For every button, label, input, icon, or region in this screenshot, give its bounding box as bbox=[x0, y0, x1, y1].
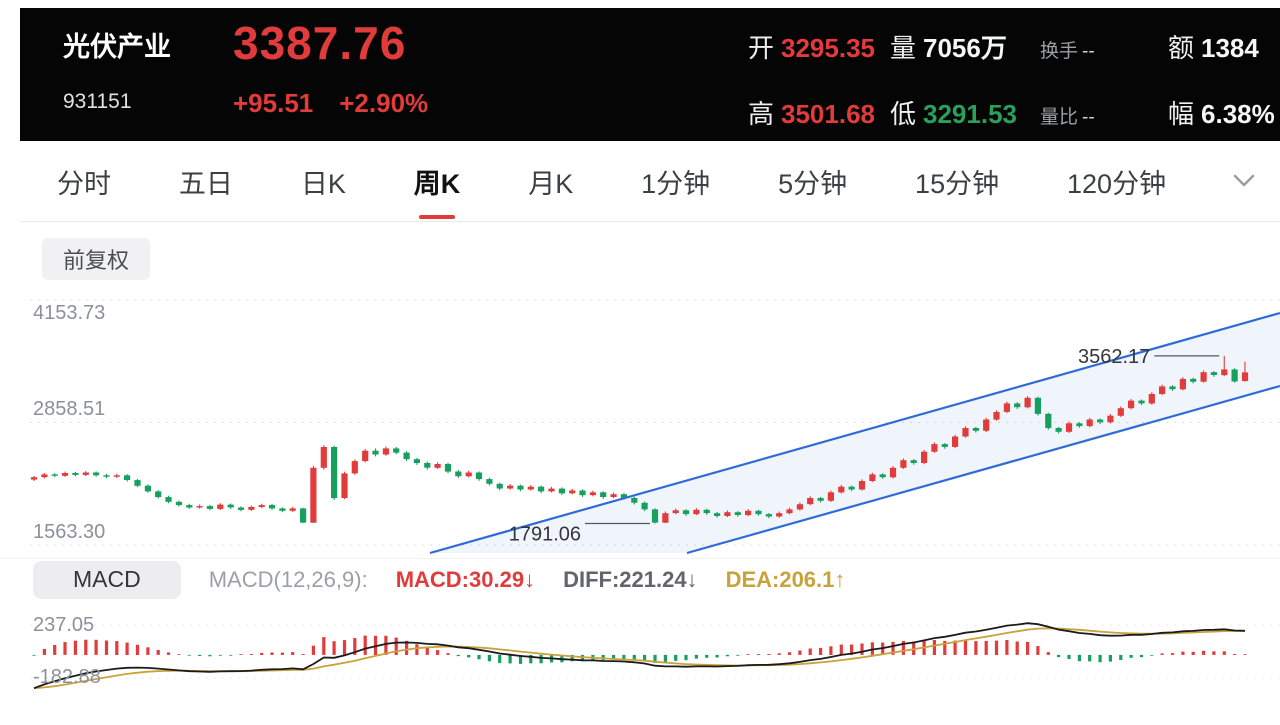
chevron-down-icon[interactable] bbox=[1232, 171, 1258, 191]
stock-code: 931151 bbox=[63, 90, 132, 113]
tab-weekly-k[interactable]: 周K bbox=[412, 156, 463, 219]
stock-name: 光伏产业 bbox=[63, 32, 171, 62]
y-axis-label: 1563.30 bbox=[33, 521, 106, 543]
volume-label: 量 bbox=[890, 33, 917, 63]
volume-value: 7056万 bbox=[923, 33, 1007, 63]
amount-label: 额 bbox=[1168, 33, 1195, 63]
stock-identity: 光伏产业 931151 bbox=[63, 25, 171, 114]
amount-value: 1384 bbox=[1201, 33, 1259, 63]
volume-ratio-label: 量比 bbox=[1040, 107, 1079, 128]
tab-five-day[interactable]: 五日 bbox=[177, 156, 235, 207]
svg-text:1791.06: 1791.06 bbox=[509, 524, 581, 546]
open-label: 开 bbox=[748, 33, 775, 63]
turnover-label: 换手 bbox=[1040, 41, 1079, 62]
tab-monthly-k[interactable]: 月K bbox=[526, 156, 575, 207]
y-axis-label: 4153.73 bbox=[33, 302, 106, 324]
kline-canvas[interactable]: 1791.06 3562.17 bbox=[0, 288, 1280, 558]
active-tab-underline bbox=[419, 214, 456, 219]
price-block: 3387.76 +95.51 +2.90% bbox=[233, 16, 454, 119]
macd-chart[interactable]: 237.05 -182.88 bbox=[0, 600, 1280, 725]
amplitude-value: 6.38% bbox=[1201, 99, 1275, 129]
tab-label: 5分钟 bbox=[778, 168, 848, 199]
volume-ratio-value: -- bbox=[1082, 107, 1095, 128]
macd-indicator-button[interactable]: MACD bbox=[33, 560, 181, 599]
tab-15min[interactable]: 15分钟 bbox=[913, 156, 1001, 207]
tab-daily-k[interactable]: 日K bbox=[299, 156, 348, 207]
tab-label: 15分钟 bbox=[915, 168, 1000, 199]
price-change: +95.51 bbox=[233, 88, 314, 118]
tab-label: 五日 bbox=[178, 168, 233, 199]
kline-chart[interactable]: 1791.06 3562.17 4153.73 2858.51 1563.30 bbox=[0, 288, 1280, 558]
low-label: 低 bbox=[890, 99, 917, 129]
tab-1min[interactable]: 1分钟 bbox=[639, 156, 712, 207]
adjust-mode-button[interactable]: 前复权 bbox=[42, 238, 151, 280]
open-value: 3295.35 bbox=[781, 33, 875, 63]
macd-legend-bar: MACD MACD(12,26,9): MACD:30.29↓ DIFF:221… bbox=[0, 558, 1280, 600]
period-tabbar: 分时 五日 日K 周K 月K 1分钟 5分钟 15分钟 120分钟 bbox=[20, 141, 1280, 222]
price-change-row: +95.51 +2.90% bbox=[233, 88, 454, 119]
tab-label: 分时 bbox=[57, 168, 111, 199]
macd-canvas[interactable] bbox=[0, 600, 1280, 725]
high-label: 高 bbox=[748, 99, 775, 129]
tab-label: 120分钟 bbox=[1067, 168, 1167, 199]
diff-value-text: DIFF:221.24↓ bbox=[563, 566, 698, 592]
dea-value-text: DEA:206.1↑ bbox=[725, 566, 846, 592]
amplitude-label: 幅 bbox=[1168, 99, 1195, 129]
tab-label: 月K bbox=[528, 168, 574, 199]
tab-120min[interactable]: 120分钟 bbox=[1065, 156, 1168, 207]
price-change-percent: +2.90% bbox=[339, 88, 429, 118]
current-price: 3387.76 bbox=[233, 17, 407, 69]
high-value: 3501.68 bbox=[781, 99, 875, 129]
macd-y-axis-label: 237.05 bbox=[33, 614, 95, 636]
tab-label: 周K bbox=[413, 168, 461, 199]
tab-label: 日K bbox=[300, 168, 346, 199]
svg-text:3562.17: 3562.17 bbox=[1078, 346, 1150, 368]
y-axis-label: 2858.51 bbox=[33, 398, 106, 420]
turnover-value: -- bbox=[1082, 41, 1095, 62]
tab-5min[interactable]: 5分钟 bbox=[776, 156, 849, 207]
macd-y-axis-label: -182.88 bbox=[33, 666, 101, 688]
tab-label: 1分钟 bbox=[641, 168, 711, 199]
tab-timeline[interactable]: 分时 bbox=[55, 156, 113, 207]
quote-header: 光伏产业 931151 3387.76 +95.51 +2.90% 开 3295.3… bbox=[20, 8, 1280, 141]
macd-params-label: MACD(12,26,9): bbox=[208, 566, 368, 592]
macd-value-text: MACD:30.29↓ bbox=[395, 566, 536, 592]
low-value: 3291.53 bbox=[923, 99, 1017, 129]
